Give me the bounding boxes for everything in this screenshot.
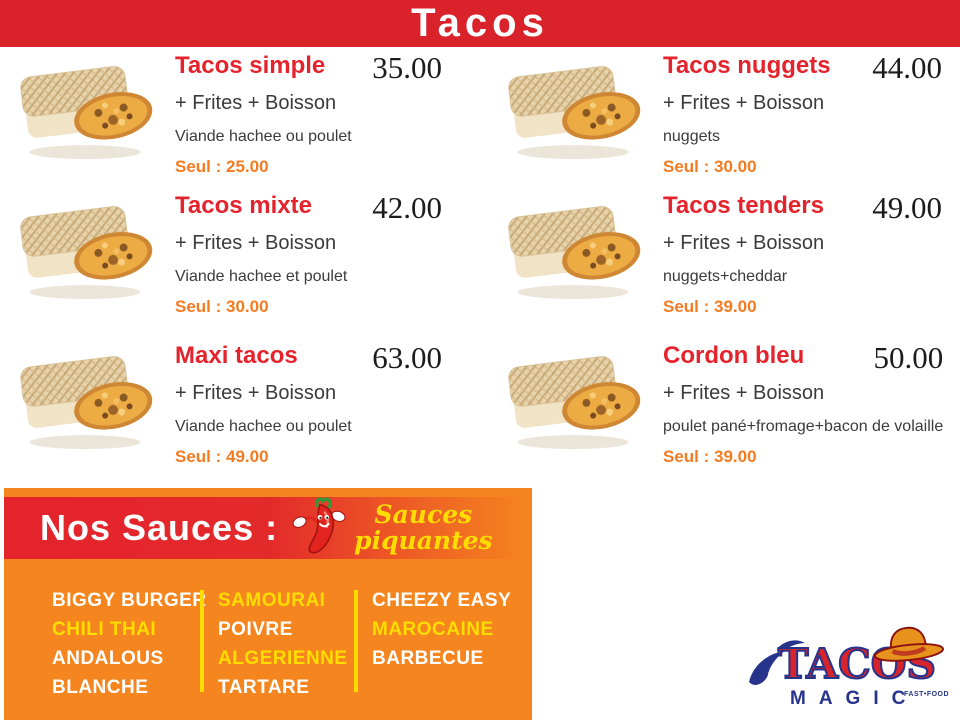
page-title: Tacos	[411, 0, 549, 45]
item-solo-price: Seul : 25.00	[175, 157, 269, 176]
item-price: 35.00	[372, 50, 442, 85]
item-description: Viande hachee et poulet	[175, 268, 348, 285]
item-solo-price: Seul : 39.00	[663, 297, 757, 316]
sauces-heading: Nos Sauces :	[40, 507, 279, 548]
item-description: Viande hachee ou poulet	[175, 418, 352, 435]
item-description: Viande hachee ou poulet	[175, 128, 352, 145]
menu-item-maxi-tacos: Maxi tacos 63.00 + Frites + Boisson Vian…	[18, 342, 442, 467]
brand-name-magic: MAGIC	[790, 688, 919, 709]
item-combo: + Frites + Boisson	[663, 92, 825, 114]
item-price: 50.00	[873, 340, 944, 375]
menu-item-tacos-tenders: Tacos tenders 49.00 + Frites + Boisson n…	[506, 192, 942, 317]
item-combo: + Frites + Boisson	[663, 232, 825, 254]
item-name: Tacos nuggets	[663, 52, 831, 79]
item-solo-price: Seul : 30.00	[175, 297, 269, 316]
item-description: poulet pané+fromage+bacon de volaille	[663, 418, 944, 435]
item-combo: + Frites + Boisson	[175, 92, 337, 114]
item-price: 42.00	[372, 190, 442, 225]
sauces-column-1: BIGGY BURGER CHILI THAI ANDALOUS BLANCHE	[52, 586, 207, 702]
item-solo-price: Seul : 39.00	[663, 447, 757, 466]
menu-item-tacos-mixte: Tacos mixte 42.00 + Frites + Boisson Via…	[18, 192, 442, 317]
sauce-item: BLANCHE	[52, 677, 149, 698]
brand-tagline: FAST•FOOD	[904, 691, 950, 698]
sombrero-icon	[874, 626, 944, 662]
column-divider	[354, 590, 358, 692]
sauces-column-3: CHEEZY EASY MAROCAINE BARBECUE	[372, 586, 511, 702]
menu-item-tacos-simple: Tacos simple 35.00 + Frites + Boisson Vi…	[18, 52, 442, 177]
taco-photo	[506, 58, 648, 162]
chili-pepper-icon	[292, 497, 346, 554]
sauces-list: BIGGY BURGER CHILI THAI ANDALOUS BLANCHE…	[52, 586, 511, 702]
sauce-item: TARTARE	[218, 677, 310, 698]
item-name: Tacos mixte	[175, 192, 312, 219]
taco-photo	[506, 348, 648, 452]
sauces-subheading: Sauces piquantes	[354, 499, 493, 555]
item-combo: + Frites + Boisson	[175, 382, 337, 404]
item-name: Tacos tenders	[663, 192, 824, 219]
item-combo: + Frites + Boisson	[175, 232, 337, 254]
sauces-panel: Nos Sauces : Sauces piquantes BIGGY BURG…	[4, 488, 532, 720]
taco-photo	[18, 348, 160, 452]
sauce-item: MAROCAINE	[372, 619, 494, 640]
item-solo-price: Seul : 30.00	[663, 157, 757, 176]
item-price: 49.00	[872, 190, 942, 225]
item-description: nuggets	[663, 128, 720, 145]
item-price: 44.00	[872, 50, 942, 85]
taco-photo	[506, 198, 648, 302]
sauce-item: BIGGY BURGER	[52, 590, 207, 611]
sauce-item: POIVRE	[218, 619, 293, 640]
swoosh-icon	[749, 640, 805, 685]
taco-photo	[18, 58, 160, 162]
sauces-column-2: SAMOURAI POIVRE ALGERIENNE TARTARE	[218, 586, 348, 702]
sauce-item: ANDALOUS	[52, 648, 164, 669]
sauce-item: BARBECUE	[372, 648, 484, 669]
item-name: Maxi tacos	[175, 342, 298, 369]
sauces-banner: Nos Sauces : Sauces piquantes	[4, 497, 532, 559]
menu-item-cordon-bleu: Cordon bleu 50.00 + Frites + Boisson pou…	[506, 340, 944, 467]
sauce-item: CHILI THAI	[52, 619, 157, 640]
taco-photo	[18, 198, 160, 302]
sauce-item: SAMOURAI	[218, 590, 326, 611]
sauce-item: CHEEZY EASY	[372, 590, 512, 611]
sauce-item: ALGERIENNE	[218, 648, 348, 669]
item-solo-price: Seul : 49.00	[175, 447, 269, 466]
item-combo: + Frites + Boisson	[663, 382, 825, 404]
section-banner: Tacos	[0, 0, 960, 47]
item-name: Cordon bleu	[663, 342, 805, 369]
item-price: 63.00	[372, 340, 442, 375]
column-divider	[200, 590, 204, 692]
menu-item-tacos-nuggets: Tacos nuggets 44.00 + Frites + Boisson n…	[506, 52, 942, 177]
brand-logo: TACOS MAGIC FAST•FOOD	[742, 626, 956, 720]
item-name: Tacos simple	[175, 52, 326, 79]
item-description: nuggets+cheddar	[663, 268, 788, 285]
